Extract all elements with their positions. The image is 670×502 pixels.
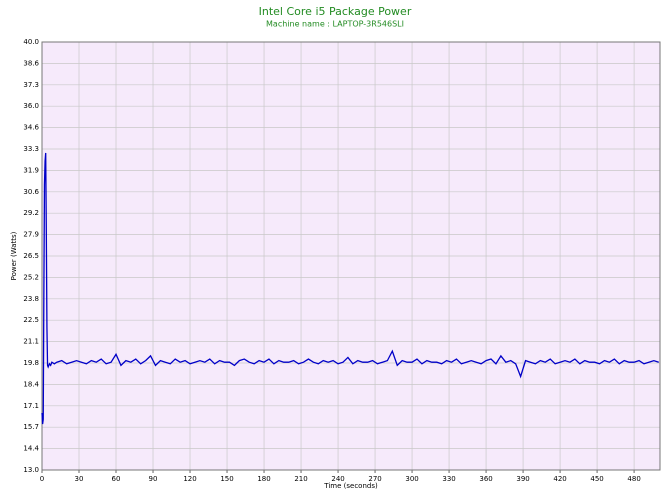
x-tick-label: 300 xyxy=(405,475,418,483)
x-tick-label: 420 xyxy=(553,475,566,483)
x-tick-label: 330 xyxy=(442,475,455,483)
x-tick-label: 60 xyxy=(112,475,121,483)
y-tick-label: 26.5 xyxy=(23,252,39,260)
x-tick-label: 180 xyxy=(257,475,270,483)
y-tick-label: 38.6 xyxy=(23,59,39,67)
x-tick-label: 90 xyxy=(149,475,158,483)
x-tick-label: 360 xyxy=(479,475,492,483)
x-tick-label: 390 xyxy=(516,475,529,483)
chart-title: Intel Core i5 Package Power xyxy=(259,5,412,18)
x-tick-label: 240 xyxy=(331,475,344,483)
y-tick-label: 21.1 xyxy=(23,338,39,346)
data-line xyxy=(41,152,659,425)
y-tick-label: 30.6 xyxy=(23,188,39,196)
y-tick-label: 29.2 xyxy=(23,209,39,217)
y-tick-label: 40.0 xyxy=(23,38,39,46)
y-tick-label: 18.4 xyxy=(23,380,39,388)
y-tick-label: 36.0 xyxy=(23,102,39,110)
x-tick-label: 480 xyxy=(627,475,640,483)
y-tick-label: 13.0 xyxy=(23,466,39,474)
x-tick-label: 120 xyxy=(183,475,196,483)
x-tick-label: 450 xyxy=(590,475,603,483)
y-tick-label: 23.8 xyxy=(23,295,39,303)
x-tick-label: 270 xyxy=(368,475,381,483)
x-tick-label: 210 xyxy=(294,475,307,483)
plot-border xyxy=(41,41,661,471)
chart-subtitle: Machine name : LAPTOP-3R546SLI xyxy=(266,20,404,29)
x-tick-label: 150 xyxy=(220,475,233,483)
y-tick-label: 31.9 xyxy=(23,166,39,174)
y-tick-label: 37.3 xyxy=(23,81,39,89)
x-tick-label: 0 xyxy=(40,475,44,483)
y-tick-label: 25.2 xyxy=(23,273,39,281)
y-axis-label: Power (Watts) xyxy=(10,231,18,280)
y-tick-label: 22.5 xyxy=(23,316,39,324)
y-tick-label: 15.7 xyxy=(23,423,39,431)
y-tick-label: 27.9 xyxy=(23,231,39,239)
x-axis-label: Time (seconds) xyxy=(323,482,378,490)
y-tick-label: 33.3 xyxy=(23,145,39,153)
y-tick-label: 14.4 xyxy=(23,445,39,453)
y-tick-label: 19.8 xyxy=(23,359,39,367)
y-tick-label: 17.1 xyxy=(23,402,39,410)
y-tick-label: 34.6 xyxy=(23,124,39,132)
x-tick-label: 30 xyxy=(75,475,84,483)
